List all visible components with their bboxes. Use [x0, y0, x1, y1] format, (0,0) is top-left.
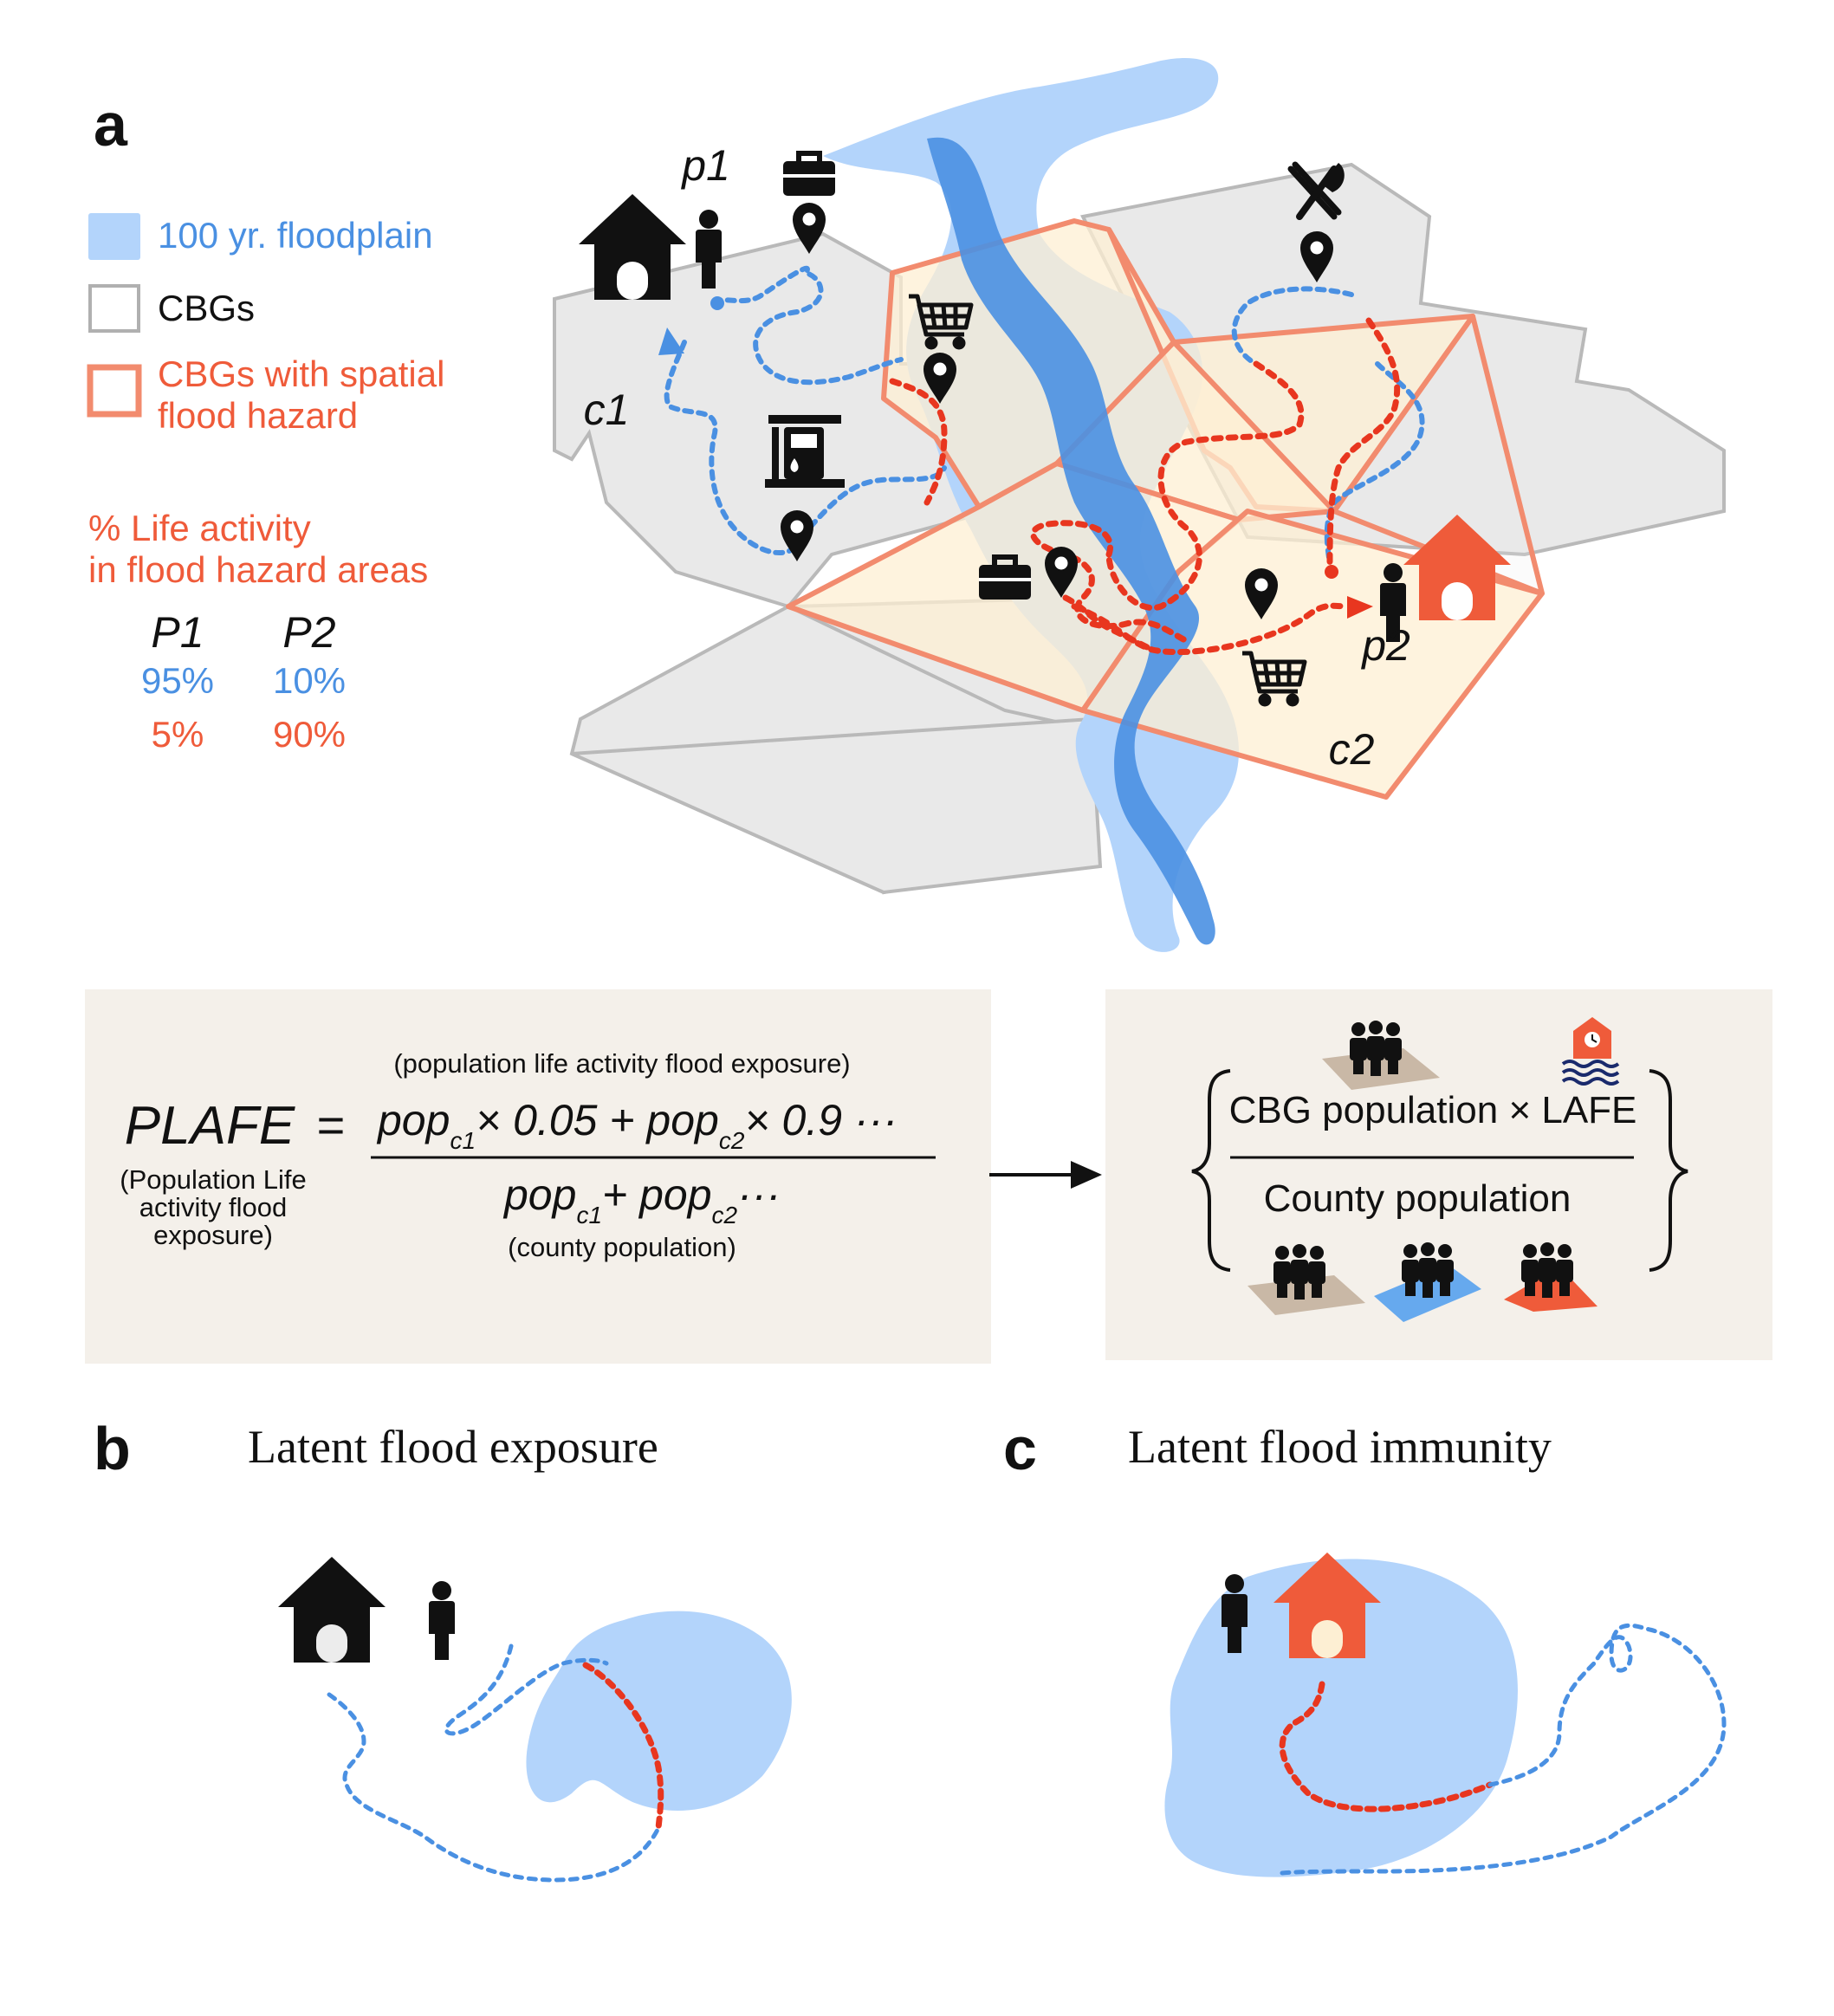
formula-lhs-sub3: exposure)	[153, 1220, 273, 1250]
cbg-swatch	[88, 284, 140, 333]
activity-path-p2	[1326, 317, 1401, 567]
activity-path-p1	[712, 265, 904, 386]
activity-path-red	[582, 1662, 664, 1831]
column-p2: P2	[282, 608, 335, 657]
flood-area	[1164, 1559, 1518, 1877]
activity-path-p2	[1071, 602, 1351, 656]
home-red-door	[1442, 582, 1473, 620]
path-arrowhead	[658, 327, 684, 355]
hazard-cbgs	[786, 218, 1545, 800]
formula-lhs-sub1: (Population Life	[120, 1164, 306, 1195]
column-p1: P1	[151, 608, 204, 657]
activity-path-p1	[1324, 361, 1425, 566]
person-icon	[429, 1581, 455, 1660]
label-c1: c1	[584, 386, 630, 434]
hazard-swatch	[87, 364, 142, 418]
left-brace	[1191, 1069, 1231, 1272]
briefcase-icon	[783, 153, 835, 196]
formula-box	[85, 989, 991, 1364]
denominator-caption: (county population)	[508, 1232, 736, 1262]
population-group-icon	[1402, 1242, 1454, 1298]
flooded-building-icon	[1561, 1017, 1620, 1086]
p1-red-value: 5%	[152, 714, 204, 755]
numerator-caption: (population life activity flood exposure…	[393, 1048, 850, 1079]
p1-blue-value: 95%	[141, 660, 214, 701]
panel-label-c: c	[1003, 1415, 1037, 1482]
floodplain-swatch	[88, 213, 140, 260]
path-start-dot	[1325, 565, 1338, 579]
legend-floodplain: 100 yr. floodplain	[158, 215, 433, 256]
river	[927, 137, 1215, 945]
population-group-icon	[1273, 1244, 1325, 1300]
path-arrowhead	[1347, 596, 1373, 619]
label-p1: p1	[680, 141, 730, 190]
activity-heading-line1: % Life activity	[88, 508, 311, 548]
activity-heading-line2: in flood hazard areas	[88, 549, 428, 590]
activity-path-blue	[327, 1692, 661, 1883]
cbg-population-lafe: CBG population × LAFE	[1229, 1089, 1637, 1131]
cbg-polygon	[571, 716, 1103, 895]
arrow-head	[1071, 1161, 1102, 1189]
legend-hazard-line1: CBGs with spatial	[158, 353, 444, 394]
formula-equals: =	[317, 1098, 346, 1152]
p2-red-value: 90%	[273, 714, 346, 755]
activity-path-blue	[444, 1643, 609, 1736]
label-p2: p2	[1360, 621, 1410, 670]
activity-path-p1	[799, 465, 947, 540]
right-brace	[1649, 1069, 1688, 1272]
panel-label-b: b	[94, 1415, 131, 1482]
activity-path-p1	[1231, 286, 1354, 366]
population-group-icon	[1350, 1021, 1402, 1076]
activity-path-blue	[1280, 1623, 1727, 1876]
numerator: popc1× 0.05 + popc2× 0.9 ···	[376, 1096, 898, 1154]
activity-path-p1	[664, 340, 800, 556]
restaurant-icon	[1287, 161, 1345, 220]
path-start-dot	[710, 296, 724, 310]
home-door	[617, 262, 648, 300]
activity-path-p2	[1105, 360, 1305, 612]
panel-label-a: a	[94, 91, 128, 159]
p2-blue-value: 10%	[273, 660, 346, 701]
title-latent-flood-immunity: Latent flood immunity	[1128, 1421, 1552, 1473]
legend-hazard-line2: flood hazard	[158, 395, 358, 436]
map	[553, 57, 1726, 952]
label-c2: c2	[1329, 725, 1375, 774]
formula-lhs-sub2: activity flood	[139, 1192, 288, 1222]
formula-lhs: PLAFE	[125, 1096, 295, 1156]
home-door	[316, 1624, 347, 1663]
activity-path-p2	[889, 378, 948, 506]
activity-path-p2	[1030, 520, 1190, 645]
denominator: popc1+ popc2···	[502, 1170, 781, 1228]
activity-path-red	[1279, 1681, 1494, 1812]
population-group-icon	[1521, 1242, 1573, 1298]
county-population: County population	[1264, 1177, 1572, 1220]
home-door	[1312, 1620, 1343, 1658]
title-latent-flood-exposure: Latent flood exposure	[248, 1421, 658, 1473]
legend-cbgs: CBGs	[158, 288, 255, 328]
